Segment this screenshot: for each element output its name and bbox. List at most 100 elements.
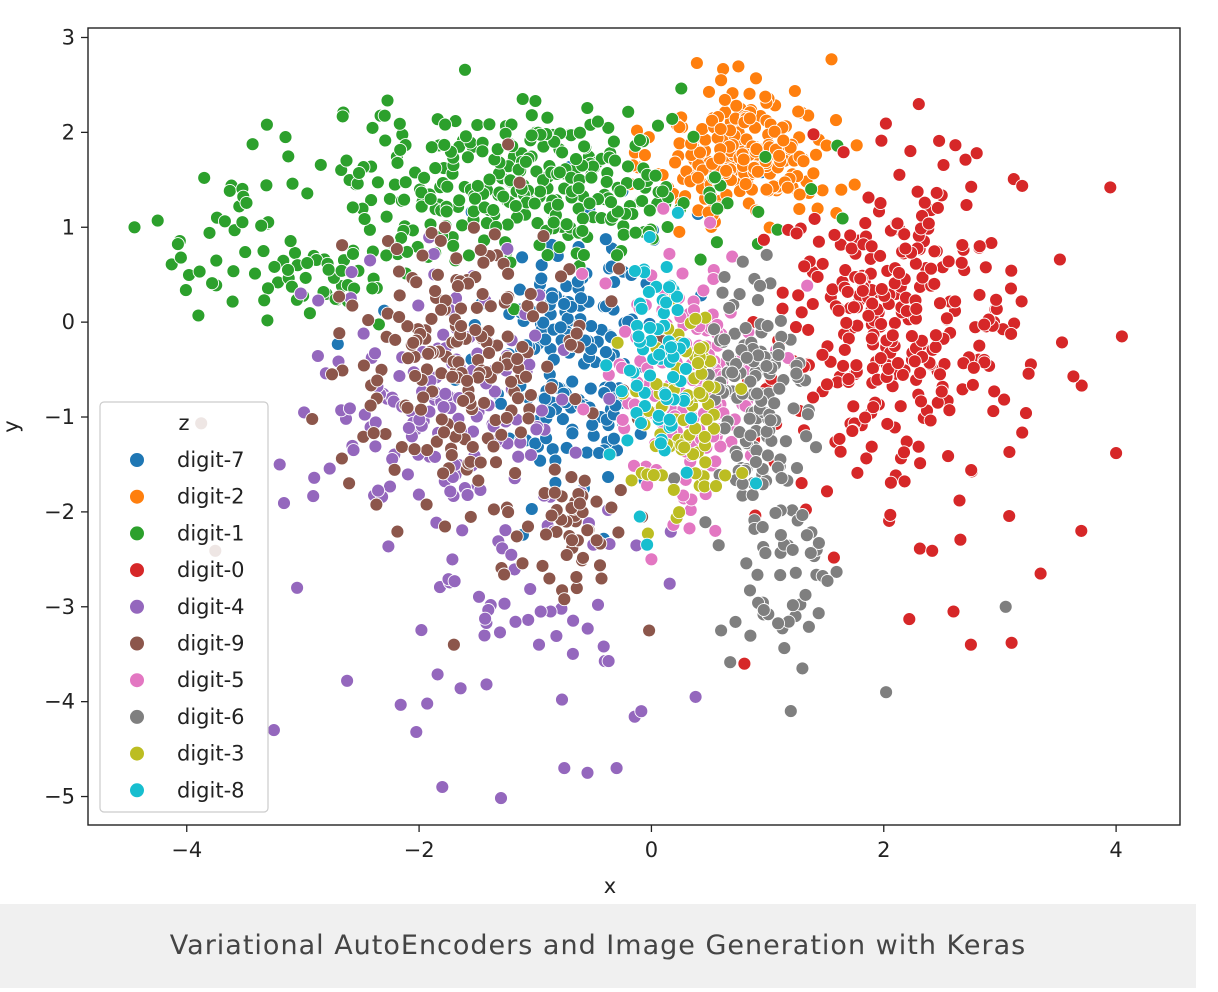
data-point-digit-9: [408, 368, 423, 383]
data-point-digit-6: [750, 567, 765, 582]
data-point-digit-0: [904, 329, 919, 344]
data-point-digit-2: [787, 84, 802, 98]
data-point-digit-4: [580, 621, 595, 636]
data-point-digit-2: [809, 147, 823, 162]
data-point-digit-3: [692, 341, 707, 356]
data-point-digit-5: [662, 246, 677, 261]
data-point-digit-4: [436, 400, 451, 415]
data-point-digit-7: [534, 271, 549, 286]
data-point-digit-1: [631, 177, 646, 191]
data-point-digit-0: [902, 612, 917, 627]
legend-label-digit-4: digit-4: [177, 595, 245, 619]
data-point-digit-3: [698, 455, 713, 470]
data-point-digit-0: [1052, 252, 1067, 267]
data-point-digit-2: [691, 170, 705, 185]
data-point-digit-9: [400, 319, 415, 334]
data-point-digit-4: [460, 488, 475, 502]
data-point-digit-9: [523, 388, 538, 402]
data-point-digit-1: [642, 203, 657, 218]
data-point-digit-0: [933, 296, 947, 311]
data-point-digit-0: [833, 444, 848, 459]
legend-label-digit-9: digit-9: [177, 632, 245, 656]
data-point-digit-1: [606, 134, 621, 149]
data-point-digit-0: [1015, 178, 1030, 193]
data-point-digit-6: [800, 407, 815, 422]
data-point-digit-9: [483, 299, 498, 314]
data-point-digit-5: [703, 215, 718, 230]
data-point-digit-2: [780, 180, 795, 195]
data-point-digit-9: [488, 413, 503, 428]
data-point-digit-4: [596, 639, 611, 654]
data-point-digit-4: [477, 628, 492, 643]
data-point-digit-3: [672, 505, 687, 520]
data-point-digit-6: [788, 565, 803, 580]
data-point-digit-9: [589, 494, 604, 509]
data-point-digit-3: [692, 385, 707, 400]
data-point-digit-8: [643, 368, 657, 383]
data-point-digit-1: [461, 248, 476, 263]
data-point-digit-0: [797, 259, 812, 274]
data-point-digit-6: [727, 326, 742, 341]
data-point-digit-9: [438, 519, 452, 534]
data-point-digit-1: [496, 189, 511, 204]
data-point-digit-3: [691, 356, 705, 371]
data-point-digit-9: [540, 359, 555, 374]
scatter-figure: −4 −2 0 2 4 3 2 1 0 −1 −2 −3 −4 −5 x y z digit-7 digit-2 di…: [0, 25, 1181, 898]
data-point-digit-0: [921, 216, 936, 231]
data-point-digit-9: [378, 427, 393, 441]
data-point-digit-6: [798, 587, 813, 602]
data-point-digit-3: [718, 468, 733, 483]
data-point-digit-5: [615, 412, 630, 427]
data-point-digit-5: [598, 276, 613, 291]
data-point-digit-6: [721, 348, 736, 363]
data-point-digit-1: [378, 133, 393, 148]
data-point-digit-1: [665, 111, 680, 126]
data-point-digit-2: [767, 124, 782, 139]
data-point-digit-1: [390, 155, 405, 170]
data-point-digit-1: [758, 149, 773, 164]
data-point-digit-1: [364, 193, 379, 208]
data-point-digit-9: [361, 313, 376, 328]
data-point-digit-1: [261, 281, 275, 296]
data-point-digit-4: [568, 445, 583, 460]
data-point-digit-9: [500, 291, 514, 306]
data-point-digit-2: [668, 155, 683, 170]
data-point-digit-9: [335, 238, 350, 253]
data-point-digit-6: [758, 546, 773, 561]
data-point-digit-9: [521, 519, 535, 534]
data-point-digit-9: [593, 558, 607, 573]
data-point-digit-6: [879, 685, 894, 700]
data-point-digit-6: [743, 374, 758, 389]
data-point-digit-0: [883, 475, 898, 490]
data-point-digit-1: [446, 238, 461, 253]
data-point-digit-1: [283, 234, 298, 249]
data-point-digit-8: [599, 358, 614, 373]
data-point-digit-0: [890, 216, 905, 231]
legend-box: [99, 401, 269, 813]
data-point-digit-9: [444, 448, 459, 463]
data-point-digit-4: [306, 489, 321, 504]
data-point-digit-0: [756, 232, 771, 247]
data-point-digit-6: [717, 270, 732, 284]
data-point-digit-7: [601, 470, 616, 484]
data-point-digit-6: [759, 359, 774, 374]
data-point-digit-5: [696, 283, 711, 298]
data-point-digit-9: [387, 462, 402, 477]
data-point-digit-8: [670, 303, 685, 317]
data-point-digit-1: [205, 276, 220, 291]
data-point-digit-1: [259, 117, 274, 132]
data-point-digit-1: [599, 174, 614, 189]
data-point-digit-8: [670, 205, 685, 220]
data-point-digit-1: [693, 252, 708, 267]
data-point-digit-1: [604, 195, 618, 210]
data-point-digit-1: [173, 250, 188, 265]
data-point-digit-0: [928, 340, 943, 355]
data-point-digit-1: [524, 108, 539, 123]
data-point-digit-6: [698, 515, 713, 530]
data-point-digit-2: [792, 187, 807, 202]
data-point-digit-0: [874, 133, 889, 148]
data-point-digit-1: [302, 306, 317, 321]
data-point-digit-4: [455, 523, 470, 538]
data-point-digit-0: [810, 269, 825, 284]
data-point-digit-8: [658, 387, 673, 402]
